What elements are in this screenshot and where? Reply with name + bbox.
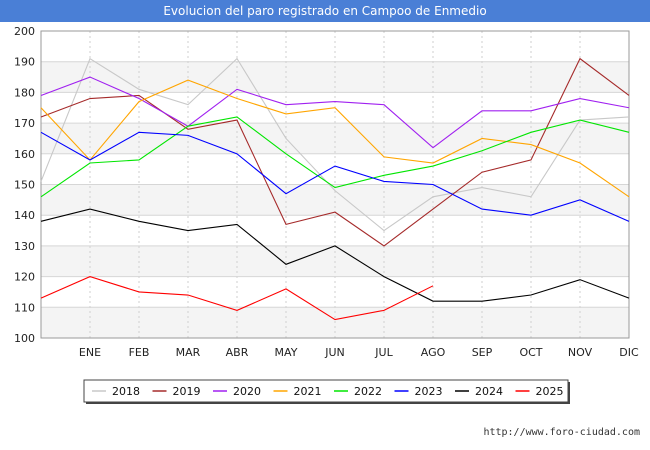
legend-label-2021: 2021 [294, 385, 322, 398]
series-lines [40, 57, 630, 321]
x-axis-ticks: ENE FEB MAR ABR MAY JUN JUL AGO SEP OCT NOV DIC [79, 346, 639, 359]
y-tick-label: 120 [14, 271, 35, 284]
series-line-2025 [40, 276, 434, 321]
y-tick-label: 110 [14, 301, 35, 314]
legend-label-2024: 2024 [475, 385, 503, 398]
series-line-2019 [40, 57, 630, 247]
source-url[interactable]: http://www.foro-ciudad.com [483, 427, 640, 438]
grid-band [41, 123, 629, 154]
grid-band [41, 215, 629, 246]
y-tick-label: 200 [14, 25, 35, 38]
x-tick-label: FEB [129, 346, 150, 359]
grid-band [41, 153, 629, 185]
legend-label-2018: 2018 [112, 385, 140, 398]
legend: 2018 2019 2020 2021 2022 2023 2024 2025 [83, 379, 570, 404]
legend-label-2020: 2020 [233, 385, 261, 398]
x-tick-label: JUN [324, 346, 345, 359]
y-tick-label: 100 [14, 332, 35, 345]
y-tick-label: 180 [14, 86, 35, 99]
legend-box [83, 379, 569, 403]
x-tick-label: MAY [275, 346, 298, 359]
y-tick-label: 140 [14, 209, 35, 222]
x-tick-label: DIC [619, 346, 639, 359]
chart-title: Evolucion del paro registrado en Campoo … [0, 0, 650, 22]
y-tick-label: 190 [14, 56, 35, 69]
x-tick-label: MAR [176, 346, 201, 359]
x-tick-label: AGO [421, 346, 446, 359]
series-line-2022 [40, 116, 630, 198]
legend-label-2023: 2023 [415, 385, 443, 398]
series-line-2021 [40, 79, 630, 198]
series-line-2024 [40, 208, 630, 302]
legend-label-2025: 2025 [536, 385, 564, 398]
series-line-2023 [40, 131, 630, 222]
y-axis-ticks: 100 110 120 130 140 150 160 170 180 190 200 [14, 25, 35, 345]
x-tick-label: SEP [472, 346, 493, 359]
series-line-2018 [40, 57, 630, 232]
x-tick-label: NOV [568, 346, 593, 359]
x-tick-label: OCT [519, 346, 542, 359]
grid-band [41, 184, 629, 216]
series-line-2020 [40, 76, 630, 149]
y-tick-label: 160 [14, 148, 35, 161]
y-tick-label: 150 [14, 179, 35, 192]
plot-frame [40, 30, 630, 339]
legend-label-2019: 2019 [173, 385, 201, 398]
x-tick-label: JUL [374, 346, 393, 359]
y-tick-label: 130 [14, 240, 35, 253]
x-tick-label: ENE [79, 346, 101, 359]
x-tick-label: ABR [226, 346, 249, 359]
y-tick-label: 170 [14, 117, 35, 130]
legend-label-2022: 2022 [354, 385, 382, 398]
